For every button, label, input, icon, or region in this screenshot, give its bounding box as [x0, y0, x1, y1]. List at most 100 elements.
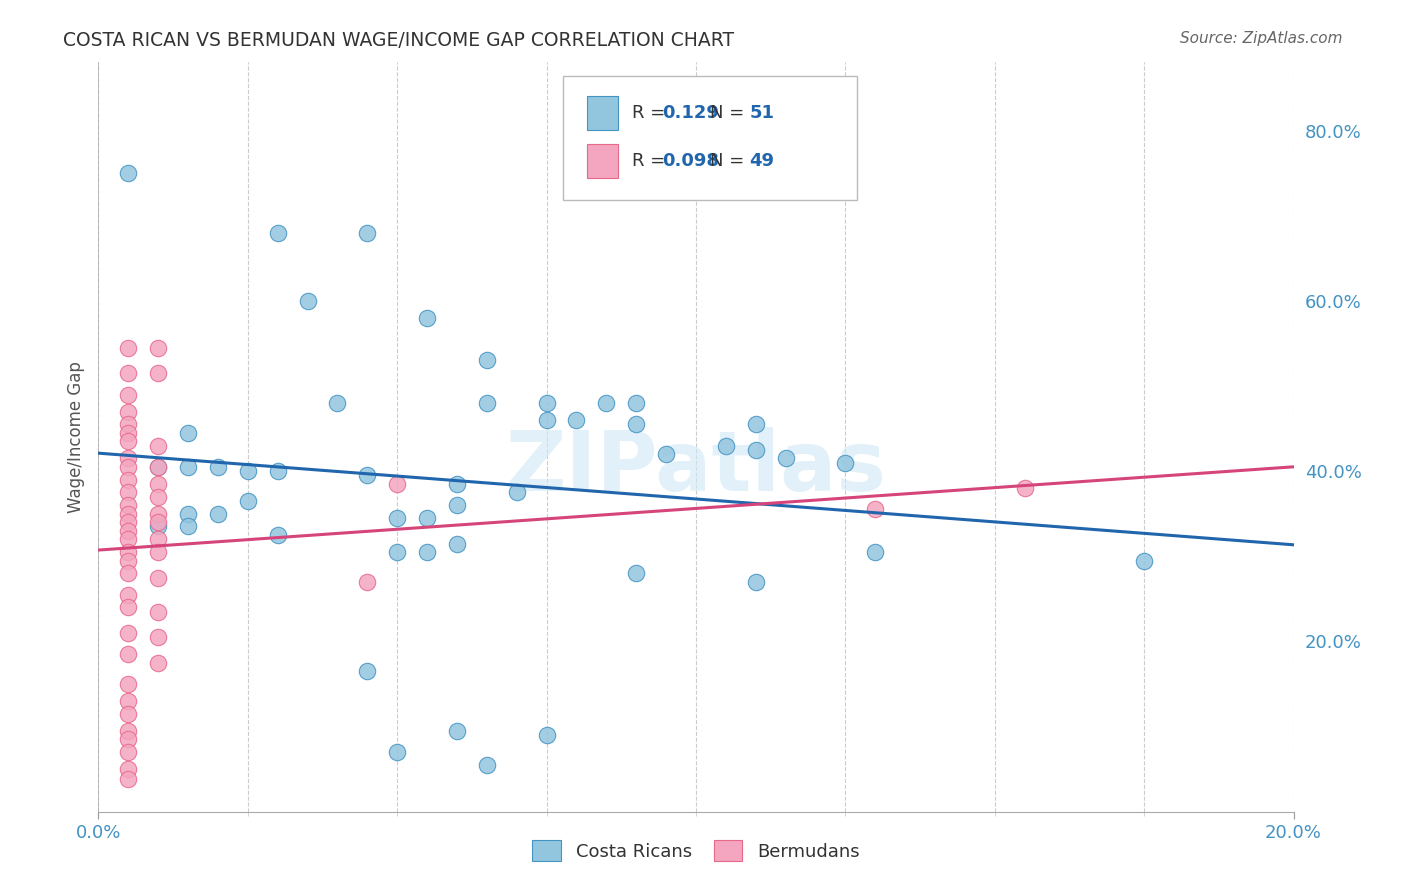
Point: [267, 528, 290, 542]
Text: 51: 51: [749, 103, 775, 122]
Point: [595, 396, 617, 410]
Point: [148, 490, 170, 504]
Point: [326, 396, 349, 410]
Text: 0.129: 0.129: [662, 103, 720, 122]
Point: [177, 425, 200, 440]
Point: [148, 545, 170, 559]
Point: [117, 485, 139, 500]
Text: Source: ZipAtlas.com: Source: ZipAtlas.com: [1180, 31, 1343, 46]
Point: [536, 396, 558, 410]
Point: [117, 588, 139, 602]
Point: [267, 226, 290, 240]
Text: 49: 49: [749, 152, 775, 170]
Point: [148, 341, 170, 355]
Point: [117, 732, 139, 747]
Point: [117, 387, 139, 401]
Point: [148, 571, 170, 585]
Point: [117, 694, 139, 708]
Point: [1133, 553, 1156, 567]
Point: [236, 494, 259, 508]
Point: [416, 310, 439, 325]
Point: [148, 533, 170, 547]
Legend: Costa Ricans, Bermudans: Costa Ricans, Bermudans: [523, 831, 869, 870]
Point: [446, 476, 468, 491]
Point: [117, 626, 139, 640]
Point: [117, 366, 139, 380]
Point: [356, 468, 378, 483]
Point: [117, 553, 139, 567]
Point: [297, 293, 319, 308]
Point: [117, 404, 139, 418]
Point: [475, 353, 498, 368]
Y-axis label: Wage/Income Gap: Wage/Income Gap: [66, 361, 84, 513]
Point: [1014, 481, 1036, 495]
Point: [117, 498, 139, 512]
Point: [117, 600, 139, 615]
Point: [356, 664, 378, 678]
Point: [475, 758, 498, 772]
Point: [745, 417, 768, 432]
Point: [117, 425, 139, 440]
Point: [117, 706, 139, 721]
Point: [446, 536, 468, 550]
Point: [236, 464, 259, 478]
Point: [117, 459, 139, 474]
Point: [834, 456, 856, 470]
Point: [536, 413, 558, 427]
Point: [626, 396, 648, 410]
Text: ZIPatlas: ZIPatlas: [506, 426, 886, 508]
Point: [148, 459, 170, 474]
Point: [745, 442, 768, 457]
Point: [865, 502, 887, 516]
Point: [117, 166, 139, 180]
Text: R =: R =: [631, 152, 671, 170]
Point: [446, 723, 468, 738]
Point: [385, 476, 409, 491]
Point: [356, 574, 378, 589]
Point: [177, 519, 200, 533]
Point: [117, 515, 139, 529]
Point: [148, 515, 170, 529]
Point: [714, 439, 737, 453]
Point: [117, 533, 139, 547]
Point: [385, 511, 409, 525]
Point: [565, 413, 588, 427]
Point: [117, 677, 139, 691]
Point: [626, 417, 648, 432]
Point: [536, 728, 558, 742]
Point: [385, 545, 409, 559]
Point: [207, 507, 229, 521]
Point: [475, 396, 498, 410]
Point: [148, 459, 170, 474]
Point: [148, 630, 170, 644]
Point: [117, 341, 139, 355]
Point: [148, 439, 170, 453]
Point: [117, 524, 139, 538]
Point: [655, 447, 678, 461]
Point: [117, 545, 139, 559]
Point: [148, 519, 170, 533]
Point: [626, 566, 648, 581]
Point: [416, 545, 439, 559]
Text: R =: R =: [631, 103, 671, 122]
Point: [117, 647, 139, 661]
Text: N =: N =: [710, 152, 749, 170]
Point: [446, 498, 468, 512]
Point: [177, 459, 200, 474]
Point: [117, 473, 139, 487]
Point: [117, 723, 139, 738]
Point: [117, 745, 139, 759]
Point: [148, 366, 170, 380]
Point: [775, 451, 797, 466]
Point: [177, 507, 200, 521]
Point: [148, 605, 170, 619]
Point: [356, 226, 378, 240]
Point: [117, 417, 139, 432]
Point: [148, 507, 170, 521]
Point: [267, 464, 290, 478]
Point: [117, 772, 139, 787]
Point: [117, 762, 139, 776]
Point: [506, 485, 529, 500]
Point: [416, 511, 439, 525]
Point: [865, 545, 887, 559]
